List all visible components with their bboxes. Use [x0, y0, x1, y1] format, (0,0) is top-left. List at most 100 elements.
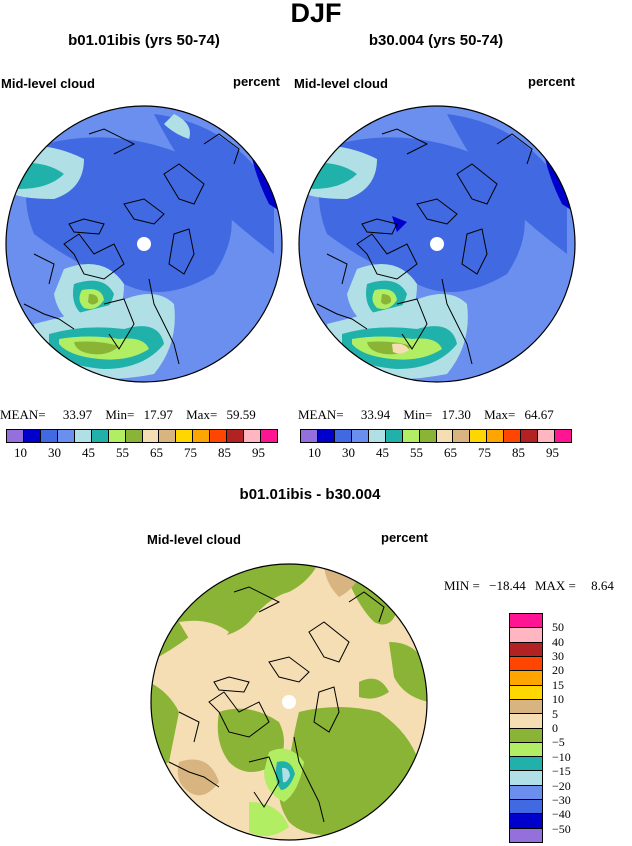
colorbar-swatch — [401, 430, 419, 442]
colorbar-difference — [509, 613, 543, 843]
colorbar-swatch — [554, 430, 571, 442]
min-value: 17.97 — [143, 407, 173, 422]
colorbar-swatch — [510, 741, 542, 757]
colorbar-swatch — [260, 430, 277, 442]
colorbar-swatch — [39, 430, 57, 442]
colorbar-swatch — [503, 430, 521, 442]
tick-label: 85 — [512, 445, 525, 460]
colorbar-swatch — [510, 627, 542, 642]
panel-1-variable: Mid-level cloud — [1, 76, 95, 91]
colorbar-swatch — [510, 756, 542, 771]
tick-label: 40 — [552, 635, 564, 649]
colorbar-swatch — [510, 827, 542, 842]
panel-1-title: b01.01ibis (yrs 50-74) — [68, 32, 220, 49]
colorbar-swatch — [418, 430, 436, 442]
colorbar-swatch — [510, 813, 542, 828]
tick-label: 0 — [552, 721, 558, 735]
tick-label: 15 — [552, 678, 564, 692]
max-label: Max= — [484, 407, 516, 422]
min-value: −18.44 — [489, 578, 526, 593]
mean-label: MEAN= — [0, 407, 46, 422]
colorbar-swatch — [175, 430, 193, 442]
tick-label: 75 — [478, 445, 491, 460]
tick-label: 85 — [218, 445, 231, 460]
colorbar-swatch — [384, 430, 402, 442]
min-label: Min= — [403, 407, 433, 422]
colorbar-difference-labels: 50 40 30 20 15 10 5 0 −5 −10 −15 −20 −30… — [549, 613, 589, 843]
colorbar-swatch — [158, 430, 176, 442]
colorbar-swatch — [7, 430, 23, 442]
colorbar-right — [300, 429, 572, 443]
colorbar-swatch — [510, 713, 542, 728]
tick-label: 95 — [252, 445, 265, 460]
colorbar-swatch — [107, 430, 125, 442]
colorbar-swatch — [22, 430, 40, 442]
max-value: 8.64 — [591, 578, 614, 593]
max-label: Max= — [186, 407, 218, 422]
diff-title: b01.01ibis - b30.004 — [239, 486, 381, 503]
tick-label: −15 — [552, 764, 571, 778]
colorbar-swatch — [56, 430, 74, 442]
mean-value: 33.97 — [62, 407, 93, 422]
colorbar-swatch — [510, 670, 542, 685]
panel-2-units: percent — [528, 74, 575, 89]
colorbar-swatch — [469, 430, 487, 442]
tick-label: 5 — [552, 707, 558, 721]
colorbar-left — [6, 429, 278, 443]
colorbar-swatch — [537, 430, 555, 442]
colorbar-swatch — [124, 430, 142, 442]
min-label: Min= — [105, 407, 135, 422]
panel-2-stats: MEAN= 33.94 Min= 17.30 Max= 64.67 — [298, 407, 554, 423]
tick-label: 10 — [308, 445, 321, 460]
colorbar-swatch — [192, 430, 210, 442]
tick-label: 30 — [48, 445, 61, 460]
panel-2-title: b30.004 (yrs 50-74) — [368, 32, 504, 49]
tick-label: −50 — [552, 822, 571, 836]
tick-label: 10 — [14, 445, 27, 460]
colorbar-swatch — [226, 430, 244, 442]
colorbar-swatch — [452, 430, 470, 442]
colorbar-swatch — [510, 698, 542, 714]
polar-map-difference — [150, 563, 428, 841]
mean-value: 33.94 — [360, 407, 391, 422]
tick-label: 30 — [342, 445, 355, 460]
mean-label: MEAN= — [298, 407, 344, 422]
colorbar-swatch — [520, 430, 538, 442]
colorbar-swatch — [243, 430, 261, 442]
panel-2-variable: Mid-level cloud — [294, 76, 388, 91]
colorbar-swatch — [510, 784, 542, 800]
colorbar-swatch — [209, 430, 227, 442]
panel-1-stats: MEAN= 33.97 Min= 17.97 Max= 59.59 — [0, 407, 256, 423]
tick-label: −10 — [552, 750, 571, 764]
tick-label: −30 — [552, 793, 571, 807]
colorbar-swatch — [510, 655, 542, 671]
colorbar-swatch — [350, 430, 368, 442]
max-value: 59.59 — [226, 407, 256, 422]
min-value: 17.30 — [441, 407, 471, 422]
colorbar-left-labels: 10 30 45 55 65 75 85 95 — [6, 445, 278, 461]
colorbar-swatch — [486, 430, 504, 442]
main-title: DJF — [290, 0, 342, 28]
colorbar-swatch — [510, 799, 542, 814]
colorbar-swatch — [316, 430, 334, 442]
colorbar-swatch — [510, 770, 542, 785]
diff-variable: Mid-level cloud — [147, 532, 241, 547]
diff-units: percent — [381, 530, 428, 545]
tick-label: 65 — [150, 445, 163, 460]
colorbar-swatch — [90, 430, 108, 442]
colorbar-swatch — [510, 614, 542, 628]
tick-label: −40 — [552, 807, 571, 821]
tick-label: 55 — [410, 445, 423, 460]
max-label: MAX = — [534, 578, 576, 593]
colorbar-swatch — [510, 727, 542, 742]
diff-stats: MIN = −18.44 MAX = 8.64 — [444, 578, 614, 594]
tick-label: 10 — [552, 692, 564, 706]
colorbar-swatch — [333, 430, 351, 442]
colorbar-swatch — [141, 430, 159, 442]
polar-map-right — [298, 105, 576, 383]
tick-label: 75 — [184, 445, 197, 460]
tick-label: 65 — [444, 445, 457, 460]
tick-label: −20 — [552, 779, 571, 793]
tick-label: −5 — [552, 735, 565, 749]
colorbar-swatch — [301, 430, 317, 442]
